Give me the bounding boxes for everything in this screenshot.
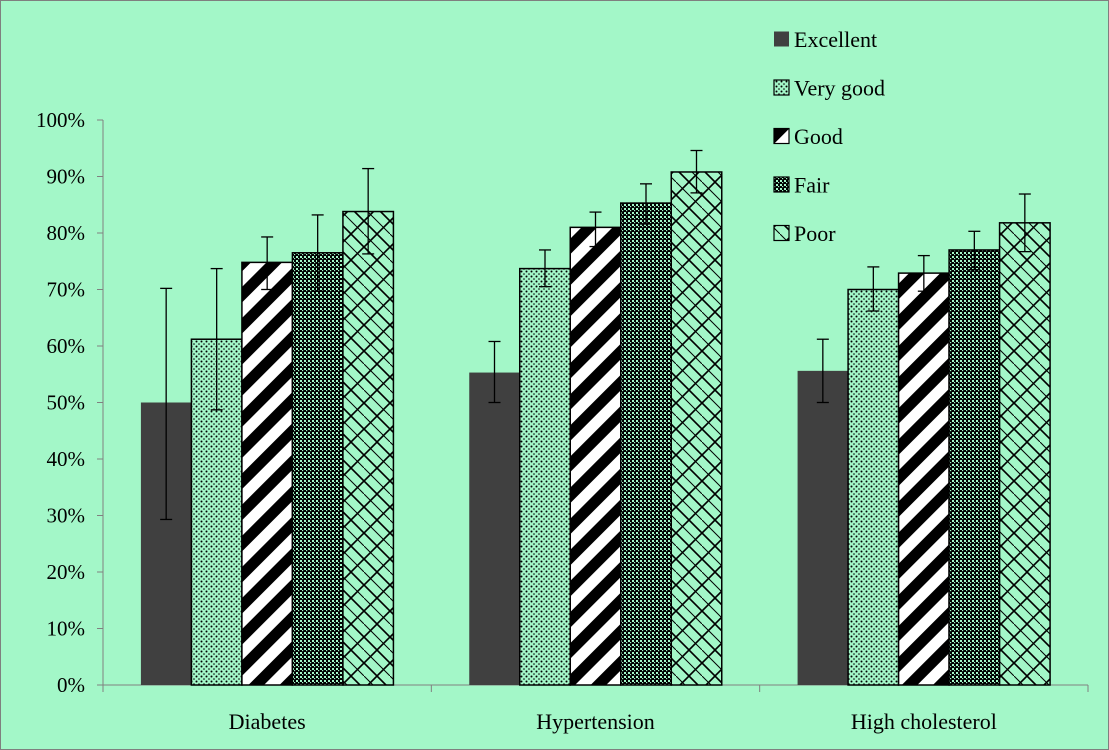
x-category-label: High cholesterol — [851, 709, 997, 734]
bar — [569, 226, 622, 686]
y-tick-label: 90% — [47, 165, 86, 189]
legend-swatch — [774, 31, 789, 47]
y-tick-label: 100% — [36, 108, 85, 132]
bar — [847, 288, 900, 686]
bar — [670, 171, 723, 686]
bar — [897, 272, 950, 686]
bar — [998, 222, 1051, 686]
y-tick-label: 60% — [47, 334, 86, 358]
legend-swatch — [773, 79, 790, 96]
legend-label: Poor — [794, 221, 836, 246]
bar — [797, 370, 849, 685]
y-tick-label: 0% — [57, 673, 85, 697]
y-tick-label: 30% — [47, 504, 86, 528]
bar — [291, 252, 344, 686]
legend-swatch — [773, 127, 790, 145]
bar — [241, 261, 294, 686]
y-tick-label: 40% — [47, 447, 86, 471]
legend-label: Very good — [794, 76, 885, 101]
legend-label: Good — [794, 124, 843, 149]
bar — [620, 202, 672, 686]
x-category-label: Diabetes — [229, 709, 306, 734]
bar — [519, 267, 571, 686]
bar — [469, 372, 520, 685]
y-tick-label: 20% — [47, 560, 86, 584]
x-category-label: Hypertension — [536, 709, 655, 734]
legend-label: Fair — [794, 173, 830, 198]
y-tick-label: 80% — [47, 221, 86, 245]
legend-label: Excellent — [794, 27, 877, 52]
y-tick-label: 70% — [47, 278, 86, 302]
y-tick-label: 10% — [47, 617, 86, 641]
y-tick-label: 50% — [47, 391, 86, 415]
legend-swatch — [773, 176, 790, 193]
legend-swatch — [773, 224, 790, 242]
bar — [948, 249, 1001, 686]
bar — [342, 210, 395, 686]
